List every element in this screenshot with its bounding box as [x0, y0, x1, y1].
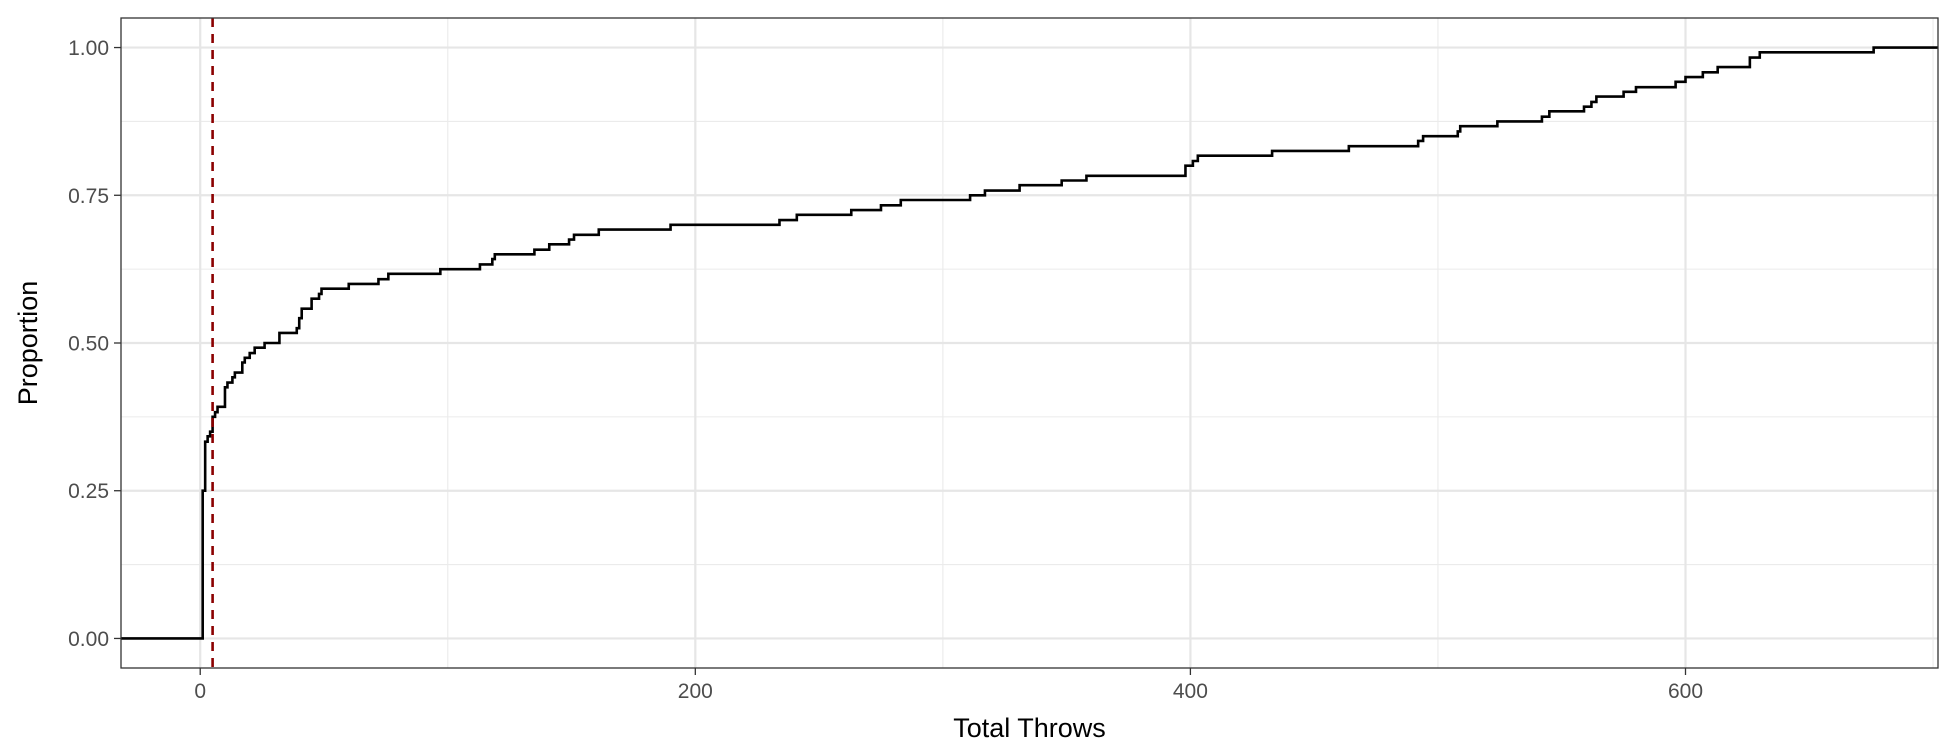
y-tick-label: 0.00	[68, 628, 109, 651]
x-tick-label: 200	[678, 680, 713, 703]
y-tick-label: 0.25	[68, 480, 109, 503]
y-axis-title: Proportion	[13, 281, 43, 406]
y-tick-label: 0.50	[68, 333, 109, 356]
y-axis-ticks: 0.00 0.25 0.50 0.75 1.00	[68, 37, 121, 651]
x-tick-label: 400	[1173, 680, 1208, 703]
y-tick-label: 0.75	[68, 185, 109, 208]
y-tick-label: 1.00	[68, 37, 109, 60]
x-tick-label: 600	[1668, 680, 1703, 703]
x-axis-title: Total Throws	[953, 713, 1106, 743]
major-gridlines	[121, 18, 1938, 668]
x-axis-ticks: 0 200 400 600	[194, 668, 1703, 703]
x-tick-label: 0	[194, 680, 206, 703]
ecdf-step-line	[121, 46, 1938, 640]
